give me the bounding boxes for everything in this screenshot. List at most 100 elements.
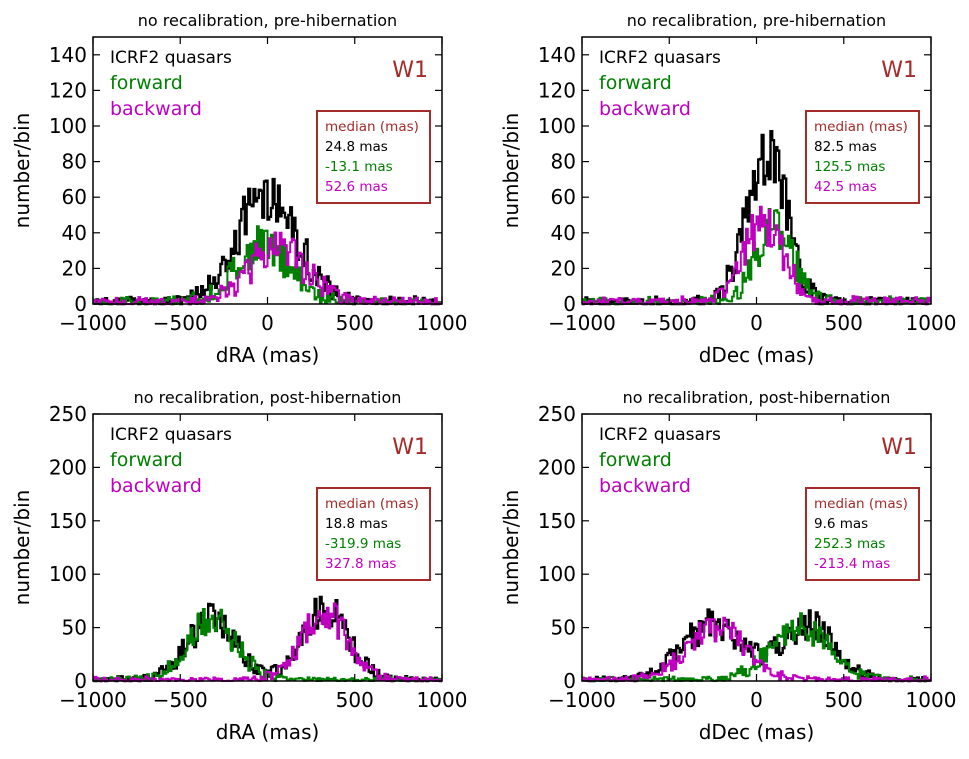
x-axis-label: dRA (mas) <box>216 720 320 744</box>
median-value: 252.3 mas <box>814 536 885 552</box>
legend-entry: ICRF2 quasars <box>110 425 232 445</box>
x-tick-label: 1000 <box>417 311 468 335</box>
y-tick-label: 250 <box>538 402 576 426</box>
y-tick-label: 100 <box>538 114 576 138</box>
x-tick-label: 500 <box>825 688 863 712</box>
panel-title: no recalibration, pre-hibernation <box>138 11 397 30</box>
median-box-title: median (mas) <box>814 496 908 512</box>
x-tick-label: 0 <box>261 688 274 712</box>
y-tick-label: 100 <box>49 562 87 586</box>
x-tick-label: −1000 <box>59 688 127 712</box>
legend-entry: ICRF2 quasars <box>599 425 721 445</box>
median-box-title: median (mas) <box>325 119 419 135</box>
x-tick-label: 1000 <box>906 688 957 712</box>
median-box-title: median (mas) <box>325 496 419 512</box>
band-label: W1 <box>881 435 917 460</box>
band-label: W1 <box>392 58 428 83</box>
legend-entry: forward <box>110 72 183 94</box>
y-tick-label: 50 <box>62 616 87 640</box>
x-tick-label: −1000 <box>59 311 127 335</box>
band-label: W1 <box>881 58 917 83</box>
panel-title: no recalibration, pre-hibernation <box>627 11 886 30</box>
median-box <box>805 487 920 581</box>
median-box <box>316 487 431 581</box>
x-tick-label: −500 <box>642 311 697 335</box>
y-tick-label: 20 <box>551 256 576 280</box>
y-tick-label: 100 <box>49 114 87 138</box>
band-label: W1 <box>392 435 428 460</box>
median-value: 327.8 mas <box>325 556 396 572</box>
median-box-title: median (mas) <box>814 119 908 135</box>
y-tick-label: 250 <box>49 402 87 426</box>
legend-entry: backward <box>110 98 202 120</box>
histogram-backward <box>93 602 442 682</box>
chart-panel: −1000 −500 0 500 1000 0 50 100 150 200 250 no recal… <box>10 388 467 744</box>
median-value: -319.9 mas <box>325 536 401 552</box>
x-tick-label: 500 <box>825 311 863 335</box>
median-box <box>805 110 920 204</box>
histogram-backward <box>582 616 931 682</box>
histogram-backward <box>93 231 442 305</box>
y-axis-label: number/bin <box>10 490 34 606</box>
x-tick-label: −500 <box>153 311 208 335</box>
y-tick-label: 0 <box>74 669 87 693</box>
median-value: 125.5 mas <box>814 159 885 175</box>
median-value: 52.6 mas <box>325 179 388 195</box>
panel-title: no recalibration, post-hibernation <box>134 388 402 407</box>
median-value: 9.6 mas <box>814 516 868 532</box>
legend-entry: ICRF2 quasars <box>599 48 721 68</box>
y-tick-label: 200 <box>538 455 576 479</box>
y-tick-label: 150 <box>538 509 576 533</box>
x-tick-label: −1000 <box>548 688 616 712</box>
y-tick-label: 0 <box>74 292 87 316</box>
median-value: -213.4 mas <box>814 556 890 572</box>
y-tick-label: 120 <box>49 78 87 102</box>
chart-panel: −1000 −500 0 500 1000 0 20 40 60 80 100 120 140 no re… <box>499 11 956 367</box>
y-tick-label: 80 <box>551 150 576 174</box>
median-value: 82.5 mas <box>814 139 877 155</box>
x-tick-label: 0 <box>750 311 763 335</box>
x-tick-label: 1000 <box>906 311 957 335</box>
median-value: -13.1 mas <box>325 159 393 175</box>
y-tick-label: 0 <box>563 669 576 693</box>
x-tick-label: −500 <box>642 688 697 712</box>
x-axis-label: dDec (mas) <box>699 343 815 367</box>
y-axis-label: number/bin <box>10 113 34 229</box>
x-tick-label: 500 <box>336 311 374 335</box>
y-tick-label: 80 <box>62 150 87 174</box>
histogram-forward <box>582 612 931 682</box>
legend-entry: backward <box>110 475 202 497</box>
y-tick-label: 40 <box>551 221 576 245</box>
chart-panel: −1000 −500 0 500 1000 0 20 40 60 80 100 120 140 no re… <box>10 11 467 367</box>
y-tick-label: 140 <box>49 43 87 67</box>
y-tick-label: 120 <box>538 78 576 102</box>
x-tick-label: 0 <box>750 688 763 712</box>
chart-panel: −1000 −500 0 500 1000 0 50 100 150 200 250 no recal… <box>499 388 956 744</box>
legend-entry: backward <box>599 98 691 120</box>
y-tick-label: 40 <box>62 221 87 245</box>
y-tick-label: 200 <box>49 455 87 479</box>
y-tick-label: 60 <box>62 185 87 209</box>
legend-entry: forward <box>599 72 672 94</box>
y-axis-label: number/bin <box>499 490 523 606</box>
y-tick-label: 140 <box>538 43 576 67</box>
x-tick-label: 1000 <box>417 688 468 712</box>
legend-entry: backward <box>599 475 691 497</box>
y-tick-label: 150 <box>49 509 87 533</box>
x-axis-label: dDec (mas) <box>699 720 815 744</box>
y-axis-label: number/bin <box>499 113 523 229</box>
histogram-backward <box>582 205 931 305</box>
x-tick-label: −500 <box>153 688 208 712</box>
legend-entry: forward <box>110 449 183 471</box>
y-tick-label: 50 <box>551 616 576 640</box>
legend-entry: ICRF2 quasars <box>110 48 232 68</box>
y-tick-label: 100 <box>538 562 576 586</box>
x-tick-label: 500 <box>336 688 374 712</box>
panel-title: no recalibration, post-hibernation <box>623 388 891 407</box>
median-value: 18.8 mas <box>325 516 388 532</box>
histogram-icrf2-quasars <box>582 608 931 683</box>
median-box <box>316 110 431 204</box>
x-tick-label: −1000 <box>548 311 616 335</box>
legend-entry: forward <box>599 449 672 471</box>
